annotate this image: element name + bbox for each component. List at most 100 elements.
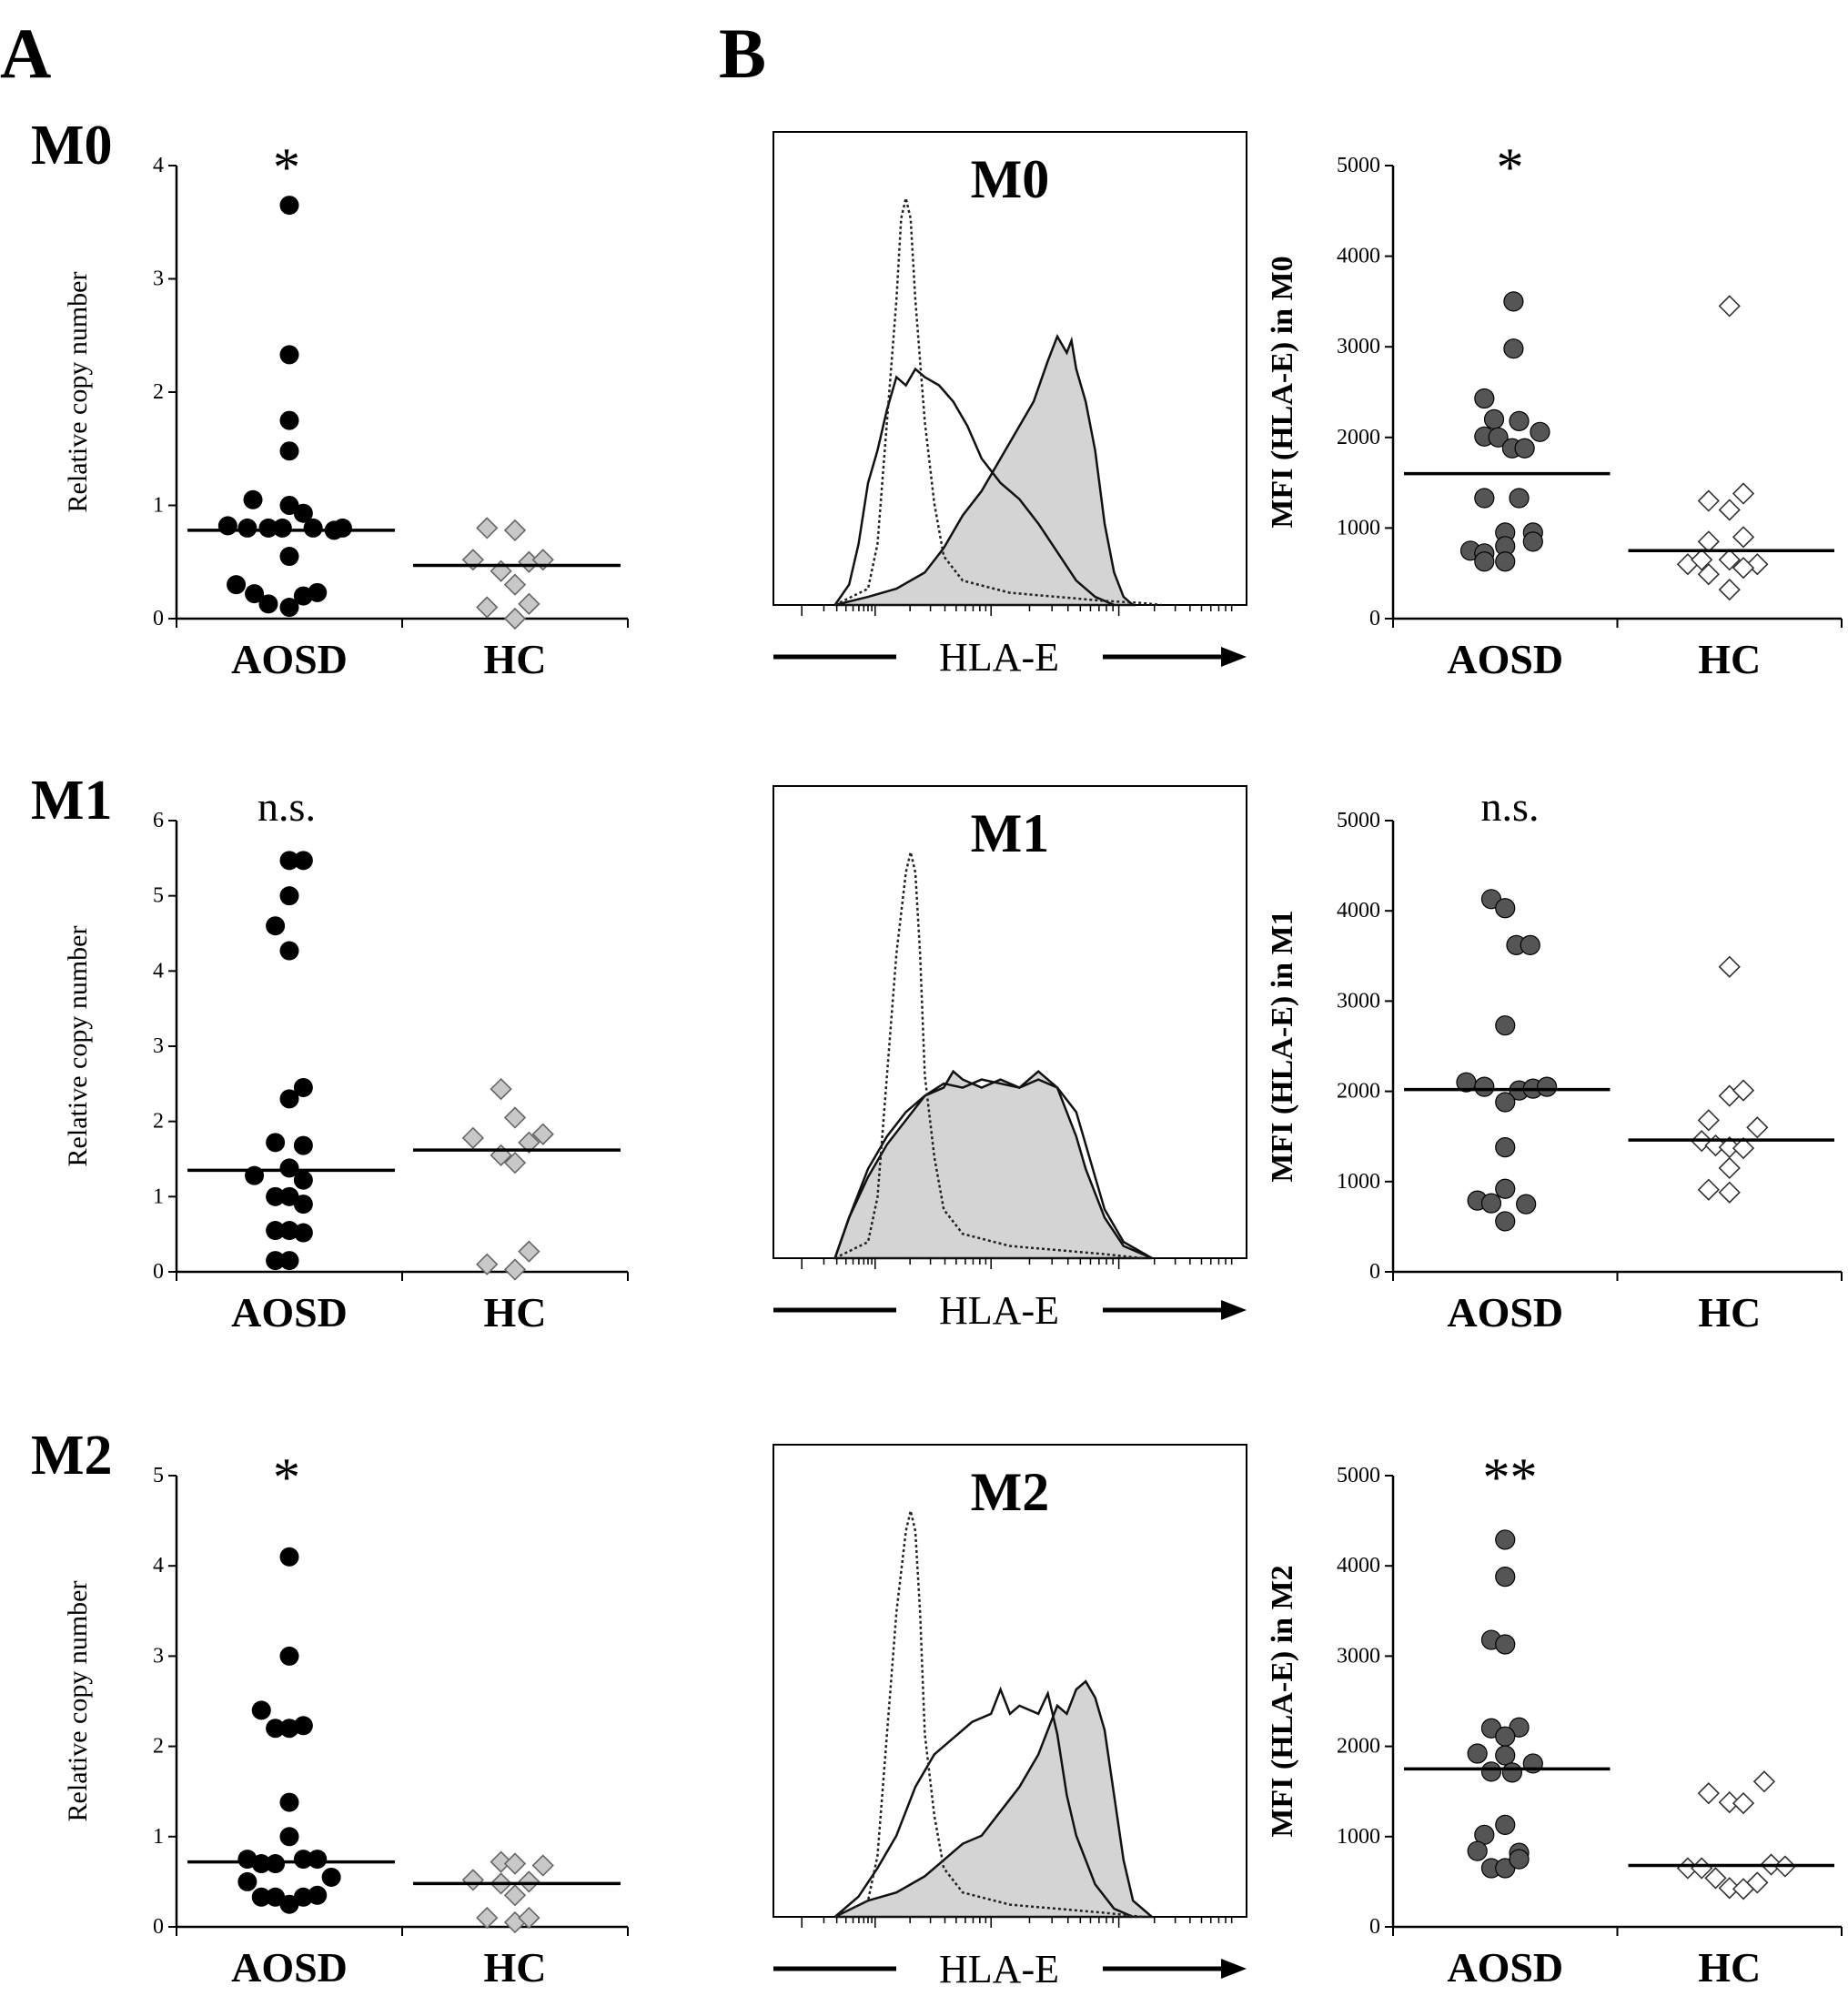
- data-point-aosd: [279, 1089, 299, 1109]
- y-tick-label: 1: [153, 1825, 164, 1849]
- histogram-filled-curve: [833, 1069, 1153, 1260]
- significance-marker: *: [273, 137, 300, 197]
- data-point-hc: [503, 519, 527, 542]
- y-axis-label: Relative copy number: [63, 1581, 93, 1822]
- data-point-aosd: [279, 851, 299, 871]
- y-tick-label: 6: [153, 809, 164, 832]
- dot-plot-b_m2_mfi: 0 1000 2000 3000 4000 5000 AOSD HC MFI (HLA-E) i…: [1266, 1447, 1843, 1991]
- data-point-hc: [531, 1854, 554, 1877]
- data-point-hc: [1718, 1790, 1741, 1814]
- data-point-aosd: [1495, 1634, 1516, 1655]
- data-point-aosd: [1495, 1015, 1516, 1036]
- data-point-aosd: [1495, 1567, 1516, 1588]
- data-point-hc: [461, 1126, 485, 1149]
- y-tick-label: 5: [153, 1464, 164, 1487]
- data-point-aosd: [279, 441, 299, 461]
- data-point-aosd: [1474, 1076, 1495, 1097]
- data-point-aosd: [279, 886, 299, 906]
- data-point-aosd: [243, 489, 263, 509]
- data-point-aosd: [1483, 408, 1505, 429]
- data-point-hc: [1732, 1791, 1755, 1815]
- data-point-aosd: [279, 345, 299, 365]
- data-point-aosd: [1467, 1743, 1488, 1764]
- y-tick-label: 4000: [1337, 1554, 1380, 1578]
- histogram-title: M1: [971, 803, 1050, 863]
- category-label: AOSD: [1447, 1289, 1563, 1336]
- data-point-aosd: [279, 598, 299, 618]
- data-point-aosd: [308, 1885, 328, 1905]
- y-tick-label: 4: [153, 154, 164, 177]
- data-point-aosd: [303, 518, 323, 538]
- data-point-aosd: [293, 503, 313, 523]
- data-point-hc: [503, 1852, 527, 1875]
- data-point-aosd: [321, 1867, 341, 1887]
- row-label: M2: [31, 1425, 113, 1487]
- data-point-aosd: [258, 594, 278, 614]
- histogram-b_m0_hist: M0 HLA-E: [773, 131, 1247, 680]
- axis-arrow-head: [1221, 1300, 1247, 1320]
- data-point-hc: [1697, 1109, 1720, 1132]
- histogram-title: M2: [971, 1462, 1050, 1522]
- axis-arrow-head: [1221, 647, 1247, 667]
- y-tick-label: 1000: [1337, 1170, 1380, 1194]
- data-point-aosd: [245, 584, 265, 604]
- y-tick-label: 4000: [1337, 899, 1380, 922]
- histogram-x-label: HLA-E: [939, 1947, 1059, 1991]
- data-point-aosd: [279, 1186, 299, 1206]
- histogram-b_m1_hist: M1 HLA-E: [773, 785, 1247, 1333]
- data-point-hc: [1718, 295, 1741, 318]
- row-label: M1: [31, 770, 113, 832]
- y-tick-label: 2000: [1337, 1735, 1380, 1759]
- histogram-isotype-curve: [834, 1510, 1143, 1919]
- y-tick-label: 2: [153, 1735, 164, 1759]
- y-axis-label: MFI (HLA-E) in M2: [1266, 1565, 1299, 1837]
- data-point-aosd: [1495, 1745, 1516, 1766]
- data-point-aosd: [266, 1186, 286, 1206]
- data-point-hc: [1746, 1871, 1769, 1894]
- data-point-aosd: [1516, 1194, 1537, 1215]
- data-point-aosd: [293, 851, 313, 871]
- data-point-hc: [476, 1906, 499, 1930]
- data-point-hc: [518, 1870, 540, 1893]
- category-label: HC: [484, 1944, 547, 1991]
- y-tick-label: 0: [153, 607, 164, 630]
- data-point-aosd: [251, 1700, 271, 1720]
- data-point-aosd: [1467, 1840, 1488, 1861]
- data-point-aosd: [332, 518, 352, 538]
- histogram-x-label: HLA-E: [939, 635, 1059, 680]
- data-point-aosd: [251, 1887, 271, 1907]
- data-point-hc: [1732, 482, 1755, 505]
- data-point-aosd: [308, 582, 328, 602]
- data-point-aosd: [1495, 1092, 1516, 1113]
- data-point-aosd: [279, 196, 299, 216]
- y-tick-label: 5000: [1337, 1464, 1380, 1487]
- data-point-aosd: [279, 410, 299, 430]
- data-point-hc: [1704, 1867, 1727, 1890]
- category-label: AOSD: [1447, 1944, 1563, 1991]
- data-point-aosd: [1480, 1193, 1502, 1214]
- data-point-hc: [518, 1906, 540, 1930]
- histogram-filled-curve: [834, 333, 1136, 607]
- data-point-aosd: [1495, 1137, 1516, 1158]
- data-point-aosd: [1488, 427, 1509, 448]
- data-point-aosd: [266, 916, 286, 936]
- data-point-hc: [476, 596, 499, 619]
- data-point-hc: [1732, 1079, 1755, 1102]
- y-tick-label: 5000: [1337, 809, 1380, 832]
- data-point-aosd: [266, 1854, 286, 1874]
- category-label: HC: [1698, 1289, 1761, 1336]
- data-point-aosd: [293, 1077, 313, 1097]
- dot-plot-b_m0_mfi: 0 1000 2000 3000 4000 5000 AOSD HC MFI (HLA-E) i…: [1266, 137, 1843, 682]
- data-point-aosd: [293, 1716, 313, 1736]
- data-point-aosd: [272, 518, 292, 538]
- data-point-aosd: [293, 1850, 313, 1870]
- y-tick-label: 3: [153, 267, 164, 291]
- data-point-aosd: [266, 1133, 286, 1153]
- data-point-aosd: [1530, 421, 1550, 442]
- histogram-open-curve: [833, 1078, 1153, 1260]
- category-label: AOSD: [231, 1944, 348, 1991]
- significance-marker: n.s.: [1481, 783, 1540, 830]
- y-axis-label: Relative copy number: [63, 272, 93, 513]
- row-label: M0: [31, 115, 113, 176]
